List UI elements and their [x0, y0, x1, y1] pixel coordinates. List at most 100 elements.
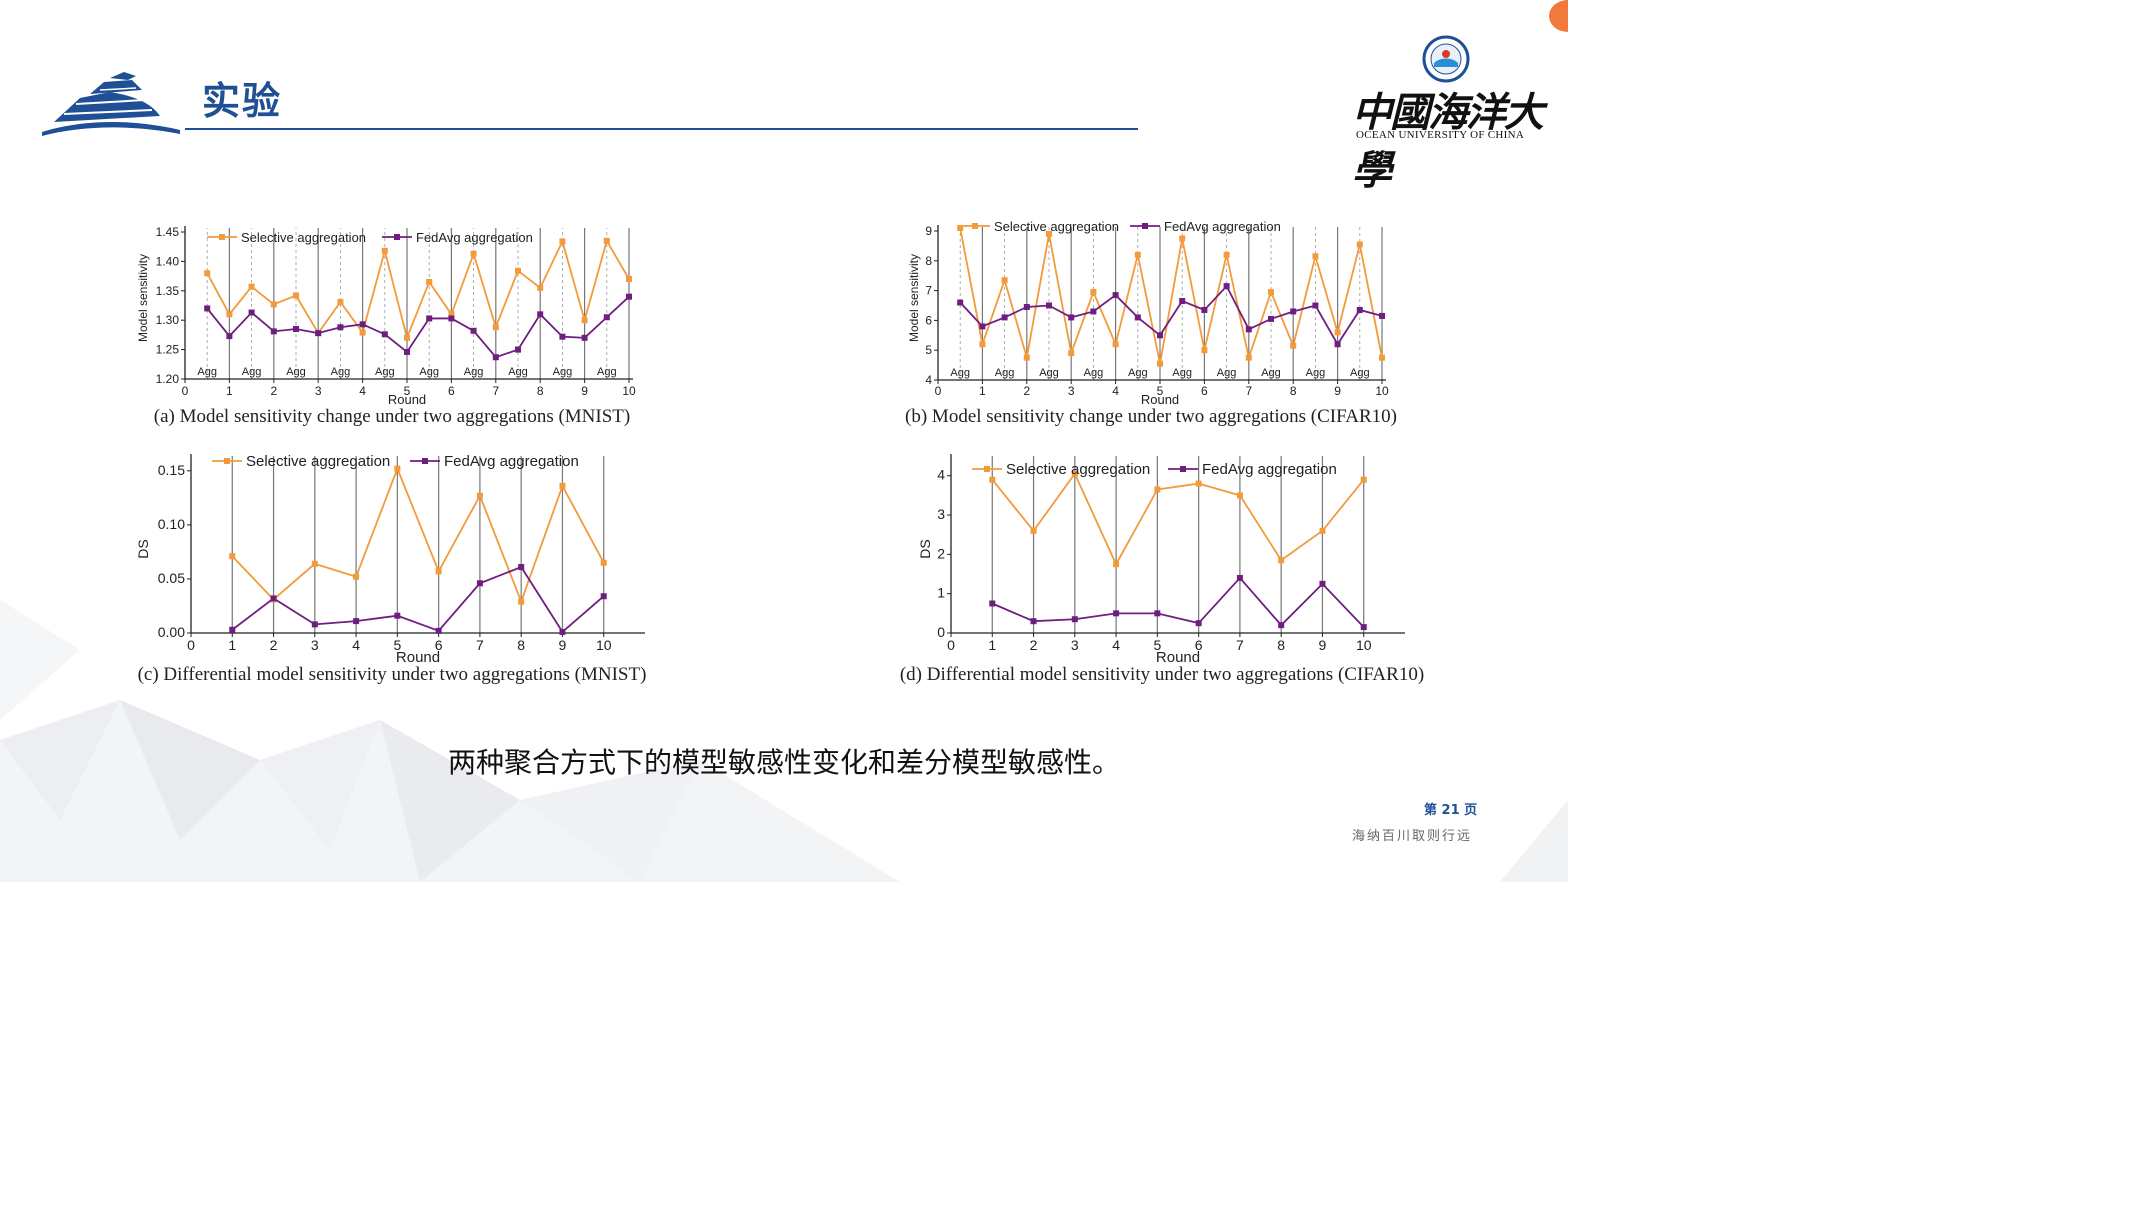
- university-emblem-icon: [1422, 35, 1470, 83]
- x-axis-label: Round: [1156, 649, 1200, 666]
- x-tick-label: 5: [1157, 384, 1164, 398]
- data-point-fedavg: [248, 309, 255, 316]
- x-tick-label: 8: [537, 384, 544, 398]
- x-tick-label: 1: [979, 384, 986, 398]
- x-tick-label: 4: [352, 637, 360, 653]
- data-point-selective: [435, 568, 442, 575]
- x-tick-label: 0: [947, 637, 955, 653]
- data-point-fedavg: [470, 327, 477, 334]
- ship-logo-icon: [42, 72, 180, 136]
- x-tick-label: 0: [935, 384, 942, 398]
- series-line-fedavg: [206, 296, 630, 359]
- data-point-fedavg: [1290, 308, 1297, 315]
- x-tick-label: 1: [226, 384, 233, 398]
- series-line-selective: [959, 227, 1383, 364]
- data-point-fedavg: [581, 334, 588, 341]
- data-point-selective: [1201, 347, 1208, 354]
- x-tick-label: 3: [1068, 384, 1075, 398]
- x-tick-label: 9: [559, 637, 567, 653]
- data-point-fedavg: [1319, 580, 1326, 587]
- data-point-selective: [270, 301, 277, 308]
- data-point-fedavg: [1023, 303, 1030, 310]
- data-point-fedavg: [1312, 302, 1319, 309]
- y-tick-label: 1: [937, 585, 945, 601]
- legend-marker: [1142, 223, 1148, 229]
- background-poly-decoration: [0, 700, 1568, 882]
- data-point-selective: [311, 560, 318, 567]
- data-point-fedavg: [1223, 283, 1230, 290]
- data-point-selective: [600, 559, 607, 566]
- y-tick-label: 0.10: [158, 516, 185, 532]
- agg-label: Agg: [1306, 367, 1326, 379]
- y-tick-label: 1.30: [156, 313, 180, 327]
- x-tick-label: 4: [1112, 384, 1119, 398]
- data-point-selective: [1113, 561, 1120, 568]
- data-point-fedavg: [1157, 332, 1163, 339]
- x-tick-label: 9: [1334, 384, 1341, 398]
- agg-label: Agg: [1128, 367, 1148, 379]
- x-tick-label: 5: [393, 637, 401, 653]
- data-point-selective: [1134, 251, 1141, 258]
- data-point-fedavg: [435, 627, 442, 634]
- y-axis-label: DS: [135, 539, 151, 558]
- data-point-fedavg: [626, 293, 632, 300]
- agg-label: Agg: [242, 366, 262, 378]
- y-tick-label: 8: [925, 254, 932, 268]
- legend-label: FedAvg aggregation: [1202, 461, 1337, 478]
- x-tick-label: 3: [1071, 637, 1079, 653]
- data-point-fedavg: [1112, 292, 1119, 299]
- x-tick-label: 2: [1030, 637, 1038, 653]
- x-tick-label: 3: [311, 637, 319, 653]
- data-point-fedavg: [426, 315, 433, 322]
- x-tick-label: 3: [315, 384, 322, 398]
- data-point-selective: [515, 267, 521, 274]
- data-point-selective: [1046, 230, 1052, 237]
- data-point-fedavg: [559, 333, 566, 340]
- data-point-selective: [381, 247, 388, 254]
- legend-marker: [1180, 466, 1186, 472]
- data-point-fedavg: [311, 621, 318, 628]
- legend-marker: [972, 223, 978, 229]
- data-point-selective: [1356, 241, 1363, 248]
- data-point-fedavg: [559, 628, 566, 635]
- y-tick-label: 0.15: [158, 462, 185, 478]
- data-point-selective: [448, 311, 455, 318]
- agg-label: Agg: [508, 366, 528, 378]
- data-point-fedavg: [353, 618, 360, 625]
- data-point-selective: [989, 476, 996, 483]
- series-line-selective: [991, 471, 1365, 567]
- data-point-fedavg: [337, 324, 344, 331]
- university-motto: 海纳百川取则行远: [1352, 829, 1473, 844]
- data-point-selective: [394, 465, 401, 472]
- agg-label: Agg: [1217, 367, 1237, 379]
- data-point-fedavg: [600, 593, 607, 600]
- page-number: 第 21 页: [1424, 803, 1478, 818]
- series-line-selective: [231, 466, 605, 605]
- x-tick-label: 2: [1023, 384, 1030, 398]
- data-point-selective: [1379, 354, 1385, 361]
- data-point-selective: [404, 334, 410, 341]
- data-point-fedavg: [1379, 312, 1385, 319]
- data-point-selective: [1319, 527, 1326, 534]
- legend-label: FedAvg aggregation: [444, 453, 579, 470]
- agg-label: Agg: [1261, 367, 1281, 379]
- data-point-fedavg: [1278, 622, 1285, 629]
- chart-caption: (b) Model sensitivity change under two a…: [905, 406, 1397, 427]
- y-tick-label: 1.35: [156, 284, 180, 298]
- agg-label: Agg: [553, 366, 573, 378]
- data-point-selective: [1195, 480, 1202, 487]
- x-tick-label: 10: [622, 384, 636, 398]
- corner-badge: [1549, 0, 1568, 32]
- data-point-fedavg: [1236, 574, 1243, 581]
- page-title: 实验: [202, 79, 283, 123]
- data-point-selective: [476, 492, 483, 499]
- data-point-fedavg: [1001, 314, 1008, 321]
- legend-label: FedAvg aggregation: [1164, 219, 1281, 234]
- x-tick-label: 2: [270, 384, 277, 398]
- legend-marker: [224, 458, 230, 464]
- data-point-selective: [470, 250, 477, 257]
- x-tick-label: 7: [492, 384, 499, 398]
- agg-label: Agg: [995, 367, 1015, 379]
- x-tick-label: 0: [182, 384, 189, 398]
- x-tick-label: 10: [1375, 384, 1389, 398]
